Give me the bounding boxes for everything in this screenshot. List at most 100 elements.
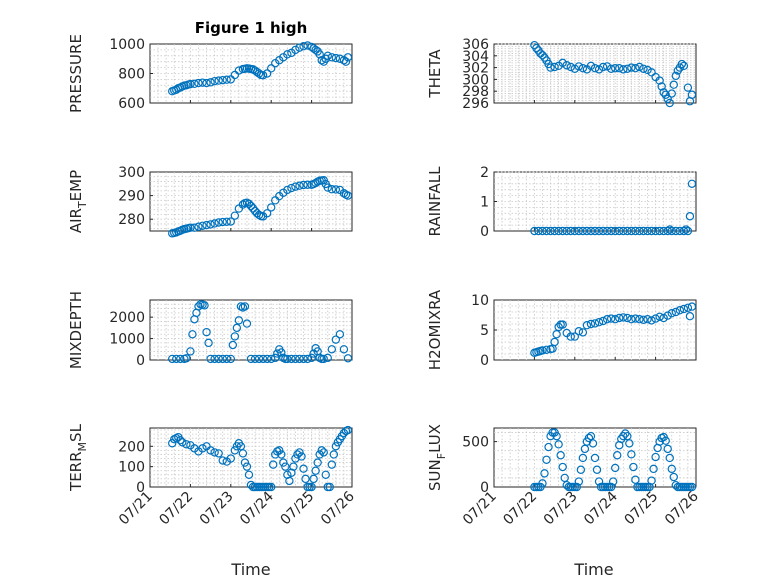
data-point: [639, 64, 648, 73]
data-point: [544, 442, 553, 452]
data-series: [530, 302, 697, 357]
data-point: [685, 312, 695, 321]
data-point: [661, 90, 670, 99]
data-point: [267, 482, 276, 492]
data-point: [226, 454, 235, 463]
data-point: [683, 226, 693, 236]
data-point: [655, 226, 664, 236]
data-point: [206, 446, 215, 455]
y-tick-label: 300: [462, 72, 489, 88]
data-point: [269, 460, 278, 469]
data-point: [558, 226, 567, 236]
data-point: [655, 312, 664, 321]
data-point: [615, 226, 624, 236]
data-point: [295, 354, 304, 364]
data-point: [669, 472, 678, 482]
data-point: [339, 189, 349, 198]
data-point: [210, 448, 219, 457]
data-point: [323, 183, 332, 192]
data-point: [611, 315, 620, 324]
data-point: [602, 226, 612, 236]
data-point: [271, 353, 280, 363]
data-point: [602, 62, 612, 71]
data-point: [677, 59, 687, 69]
data-point: [285, 476, 294, 486]
data-point: [311, 466, 320, 475]
data-point: [198, 221, 207, 231]
y-tick-label: 280: [118, 212, 145, 228]
data-point: [594, 226, 604, 236]
subplot-4: 0 1000 2000 MIXDEPTH: [67, 291, 353, 369]
y-tick-label: 302: [462, 61, 489, 77]
data-point: [546, 226, 555, 236]
data-point: [667, 464, 676, 474]
data-series: [530, 179, 697, 236]
data-point: [238, 449, 248, 458]
data-point: [283, 185, 292, 195]
data-point: [190, 223, 199, 232]
data-point: [613, 451, 622, 460]
data-point: [586, 61, 596, 71]
data-point: [594, 318, 604, 327]
data-point: [669, 80, 678, 89]
data-point: [218, 75, 227, 85]
data-point: [291, 182, 300, 191]
data-point: [556, 451, 565, 460]
data-point: [667, 89, 676, 98]
data-point: [574, 327, 584, 336]
data-point: [297, 452, 306, 461]
data-point: [307, 353, 316, 363]
data-point: [198, 444, 207, 453]
data-point: [550, 226, 559, 236]
data-point: [625, 439, 634, 448]
subplot-0: 600 800 1000 PRESSURE: [67, 34, 353, 113]
data-point: [647, 226, 656, 236]
data-point: [663, 226, 672, 236]
data-point: [671, 307, 681, 317]
x-axis-label-left: Time: [230, 560, 270, 579]
x-tick-label: 07/23: [197, 489, 237, 529]
y-tick-label: 306: [462, 37, 489, 53]
data-point: [655, 76, 664, 85]
data-point: [283, 354, 292, 364]
data-point: [232, 323, 242, 333]
data-point: [202, 327, 211, 337]
data-point: [258, 354, 268, 364]
data-point: [303, 354, 312, 364]
data-point: [206, 220, 215, 229]
data-point: [574, 477, 584, 486]
data-point: [683, 303, 693, 312]
data-point: [287, 183, 296, 193]
data-point: [194, 302, 203, 311]
data-point: [635, 62, 644, 72]
axes-box: [493, 427, 697, 488]
data-point: [671, 71, 681, 81]
data-point: [254, 210, 264, 220]
data-point: [262, 69, 272, 78]
data-point: [313, 458, 322, 467]
data-point: [687, 179, 697, 188]
data-point: [226, 217, 235, 226]
data-point: [598, 62, 608, 72]
data-point: [194, 222, 203, 231]
y-tick-label: 304: [462, 49, 489, 65]
y-axis-label: H2OMIXRA: [426, 289, 444, 370]
data-point: [590, 319, 600, 328]
data-point: [182, 440, 191, 449]
data-point: [663, 311, 672, 320]
data-point: [570, 64, 580, 73]
data-point: [679, 61, 689, 71]
data-point: [611, 226, 620, 236]
data-point: [530, 226, 539, 236]
data-point: [685, 212, 695, 221]
data-point: [315, 450, 324, 459]
data-point: [594, 65, 604, 74]
data-point: [659, 226, 668, 236]
y-tick-label: 296: [462, 96, 489, 112]
data-point: [218, 456, 227, 465]
x-tick-label: 07/25: [278, 489, 318, 529]
data-point: [558, 462, 567, 472]
data-point: [204, 338, 213, 348]
data-point: [206, 78, 215, 87]
